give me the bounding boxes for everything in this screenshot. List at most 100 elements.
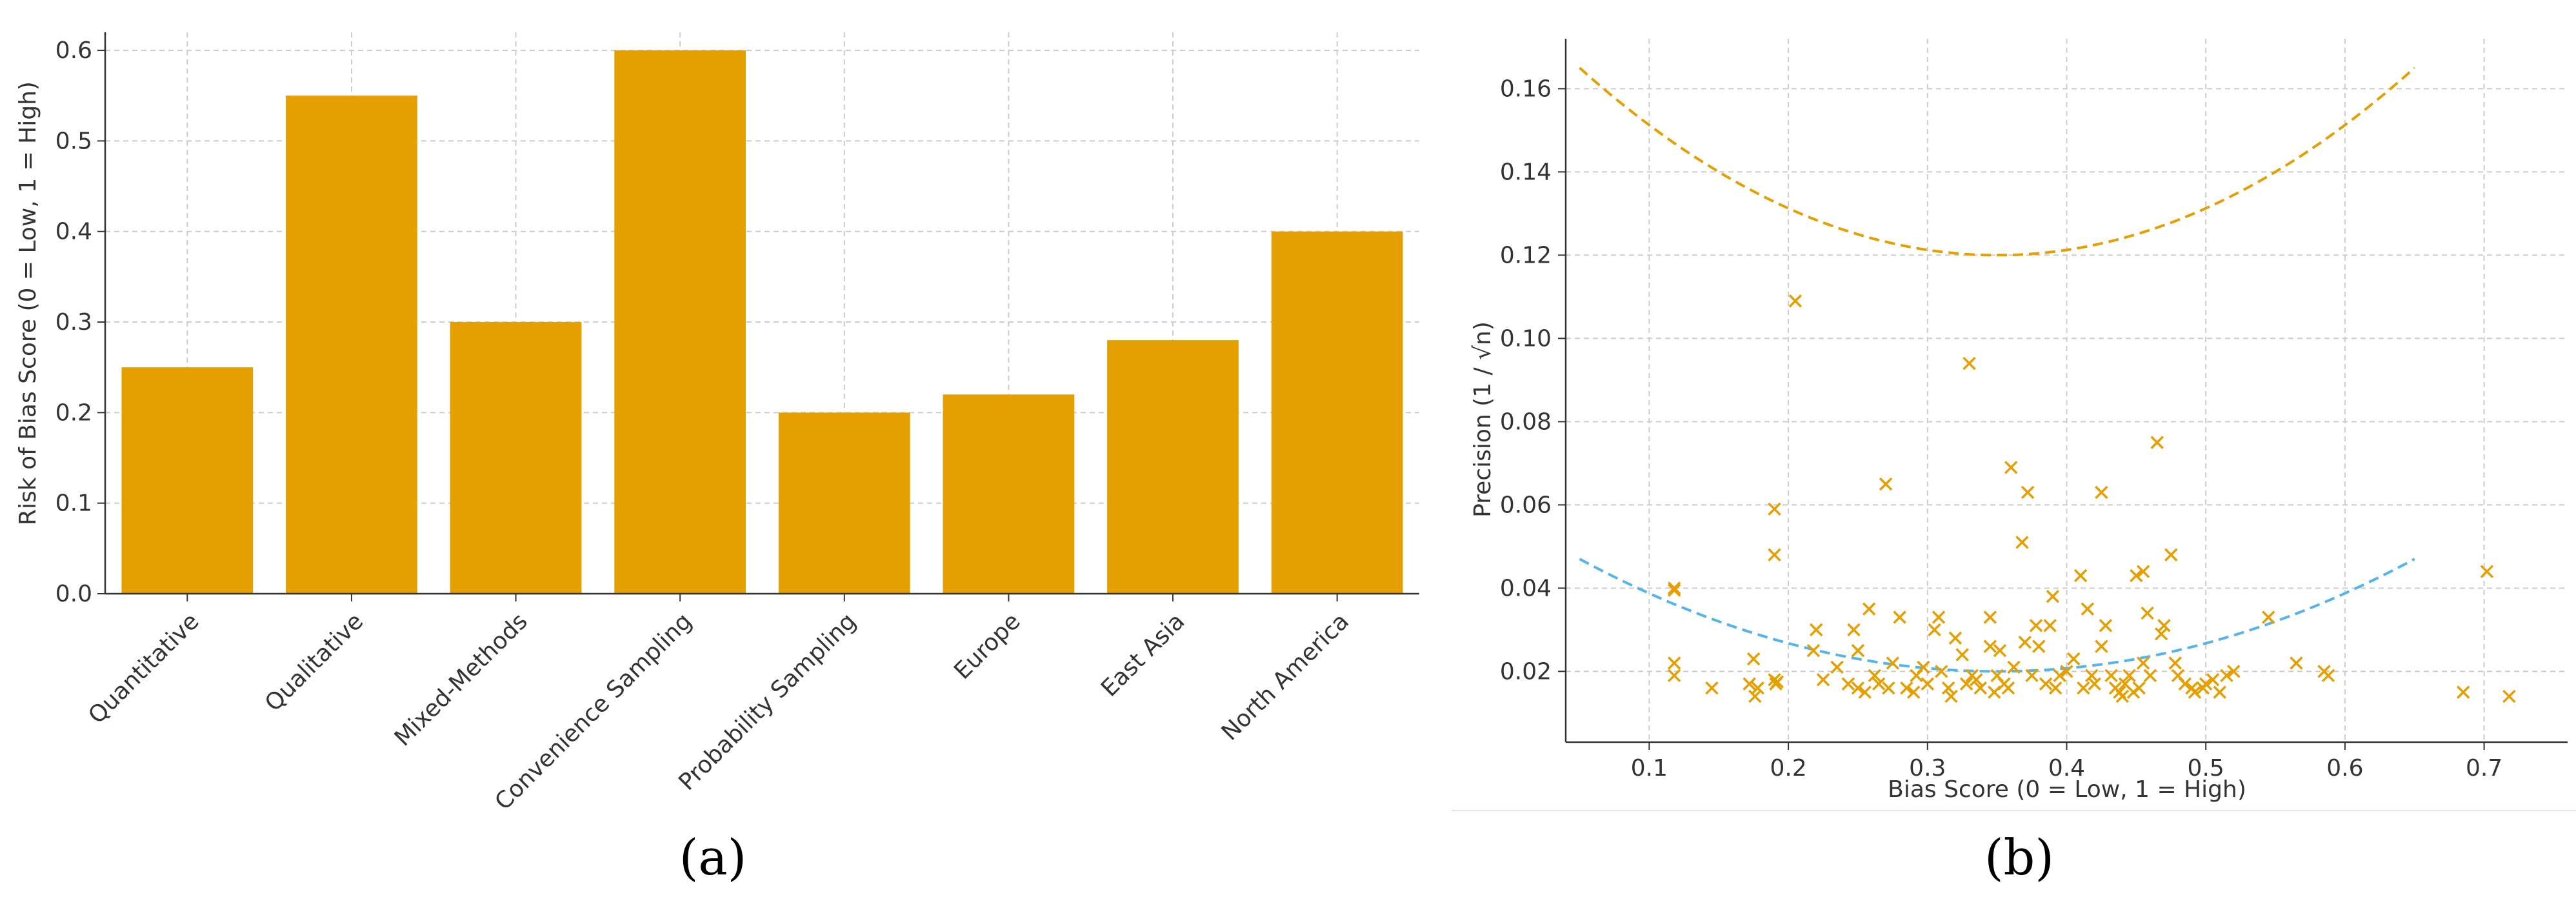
scatter-point	[1742, 677, 1756, 691]
scatter-point	[1841, 677, 1855, 691]
scatter-point	[1935, 665, 1948, 678]
bar-chart-x-tick-label: North America	[1217, 608, 1354, 745]
scatter-point	[2227, 665, 2241, 678]
scatter-point	[2095, 640, 2108, 653]
scatter-point	[1886, 656, 1900, 670]
scatter-point	[2150, 436, 2164, 449]
scatter-point	[2067, 652, 2081, 666]
scatter-x-axis-label: Bias Score (0 = Low, 1 = High)	[1888, 776, 2246, 803]
scatter-point	[1668, 656, 1681, 670]
scatter-point	[1893, 610, 1906, 624]
scatter-point	[1907, 685, 1921, 699]
scatter-point	[2157, 619, 2171, 632]
scatter-point	[1928, 623, 1941, 637]
scatter-y-axis-label: Precision (1 / √n)	[1470, 321, 1496, 518]
scatter-point	[2199, 677, 2213, 691]
bar-chart-axes	[104, 32, 1419, 595]
scatter-point	[2141, 606, 2154, 620]
scatter-point	[2053, 669, 2066, 683]
scatter-point	[2015, 536, 2029, 549]
scatter-point	[1788, 294, 1802, 308]
funnel-upper-curve	[1579, 66, 2416, 257]
scatter-point	[2122, 669, 2136, 683]
scatter-point	[2143, 669, 2157, 683]
scatter-point	[1921, 677, 1935, 691]
bar-chart-y-tick-label: 0.0	[55, 581, 92, 607]
scatter-point	[1816, 673, 1830, 687]
scatter-point	[2029, 619, 2043, 632]
scatter-x-tick-label: 0.4	[2048, 755, 2085, 782]
scatter-point	[2073, 569, 2088, 583]
scatter-point	[1668, 669, 1681, 683]
panel-label-a: (a)	[679, 829, 747, 886]
scatter-points	[1668, 294, 2516, 703]
scatter-chart-panel: 0.020.040.060.080.100.120.140.16 0.1 0.2 0…	[1470, 39, 2568, 803]
scatter-point	[1900, 681, 1913, 695]
scatter-y-tick-label: 0.14	[1500, 159, 1552, 185]
scatter-point	[2290, 656, 2303, 670]
scatter-point	[2032, 640, 2046, 653]
scatter-point	[2001, 681, 2015, 695]
scatter-point	[2085, 669, 2099, 683]
scatter-point	[1768, 548, 1781, 562]
bar-chart-y-tick-label: 0.5	[55, 128, 92, 154]
scatter-point	[2262, 610, 2275, 624]
scatter-point	[2046, 590, 2060, 603]
bar-chart-x-tick-label: Europe	[949, 608, 1026, 685]
scatter-point	[2099, 619, 2113, 632]
scatter-point	[1872, 677, 1886, 691]
scatter-x-tick-label: 0.3	[1909, 755, 1946, 782]
scatter-point	[2321, 669, 2335, 683]
scatter-point	[2025, 669, 2039, 683]
bar-chart-panel: 0.0 0.1 0.2 0.3 0.4 0.5 0.6 Quantitative Qualit…	[15, 32, 1419, 815]
funnel-lower-curve	[1579, 558, 2415, 673]
scatter-point	[2206, 673, 2220, 687]
bar-probability-sampling	[778, 412, 910, 594]
scatter-x-tick-label: 0.5	[2188, 755, 2224, 782]
bar-chart-y-tick-label: 0.4	[55, 219, 92, 245]
scatter-y-tick-label: 0.02	[1500, 658, 1552, 685]
bar-chart-x-tick-label: Probability Sampling	[674, 608, 861, 796]
scatter-point	[1751, 681, 1764, 695]
bar-east-asia	[1107, 340, 1239, 594]
scatter-point	[1847, 623, 1861, 637]
scatter-point	[1993, 643, 2007, 658]
scatter-point	[2154, 627, 2168, 641]
scatter-point	[1851, 681, 1865, 695]
scatter-point	[1932, 610, 1946, 624]
scatter-point	[1879, 477, 1893, 491]
scatter-x-tick-label: 0.6	[2326, 755, 2363, 782]
scatter-point	[2007, 660, 2021, 674]
bar-chart-x-tick-label: Quantitative	[83, 608, 204, 729]
bar-chart-y-tick-label: 0.1	[55, 490, 92, 517]
scatter-point	[1770, 675, 1784, 689]
scatter-point	[2039, 677, 2053, 691]
scatter-point	[2213, 685, 2226, 699]
bar-quantitative	[121, 367, 254, 594]
scatter-point	[1983, 640, 1997, 653]
scatter-y-ticks: 0.02 0.04 0.06 0.08 0.10 0.12 0.14 0.16	[1500, 76, 1566, 685]
scatter-point	[1959, 677, 1973, 691]
scatter-point	[1882, 681, 1895, 695]
scatter-point	[1962, 356, 1976, 370]
scatter-point	[1705, 681, 1719, 695]
bar-chart-y-tick-label: 0.2	[55, 399, 92, 426]
scatter-point	[2043, 619, 2057, 632]
scatter-gridlines	[1566, 39, 2568, 742]
scatter-point	[2060, 665, 2073, 678]
scatter-x-tick-label: 0.2	[1770, 755, 1806, 782]
scatter-point	[2136, 565, 2150, 578]
scatter-point	[2132, 681, 2146, 695]
scatter-point	[1768, 502, 1781, 516]
scatter-point	[2220, 669, 2233, 683]
scatter-point	[2018, 635, 2032, 649]
scatter-point	[2456, 685, 2470, 699]
bar-convenience-sampling	[614, 50, 746, 594]
scatter-point	[1983, 610, 1997, 624]
scatter-y-tick-label: 0.04	[1500, 575, 1552, 601]
bar-europe	[943, 394, 1075, 594]
scatter-funnel-curves	[1579, 66, 2416, 673]
scatter-y-tick-label: 0.12	[1500, 242, 1552, 268]
scatter-y-tick-label: 0.08	[1500, 409, 1552, 435]
scatter-point	[2095, 485, 2108, 499]
